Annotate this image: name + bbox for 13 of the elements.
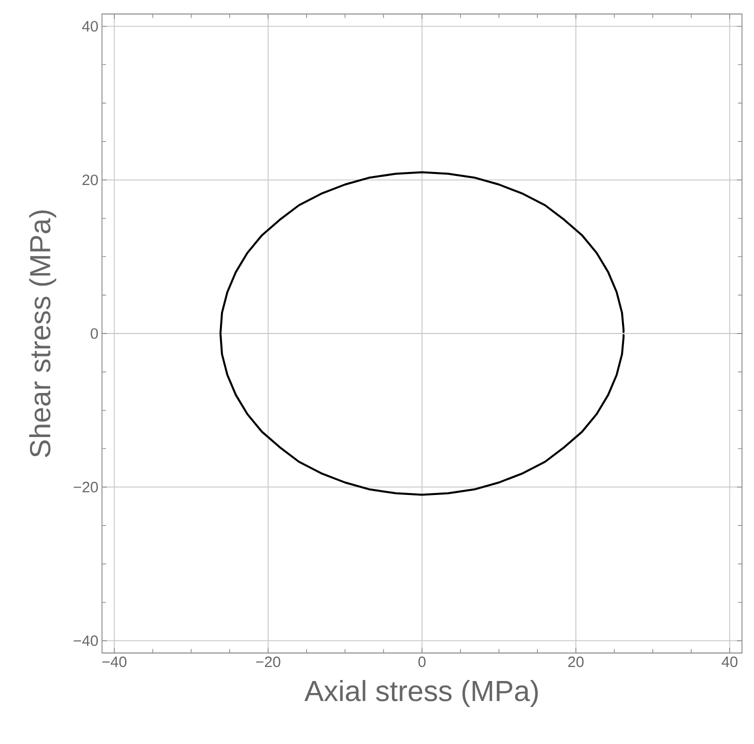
x-tick-label: −40 [102, 656, 126, 668]
x-tick-label: −20 [256, 656, 280, 668]
y-axis-title: Shear stress (MPa) [29, 210, 56, 458]
y-tick-label: −20 [74, 482, 98, 492]
x-tick-label: 40 [722, 656, 738, 668]
y-tick-label: −40 [74, 635, 98, 646]
y-tick-label: 0 [90, 328, 98, 339]
line-series [219, 171, 625, 496]
x-axis-title: Axial stress (MPa) [304, 680, 538, 707]
x-tick-label: 0 [418, 656, 426, 668]
x-tick-label: 20 [568, 656, 584, 668]
y-tick-label: 20 [82, 174, 98, 186]
y-tick-label: 40 [82, 20, 98, 32]
